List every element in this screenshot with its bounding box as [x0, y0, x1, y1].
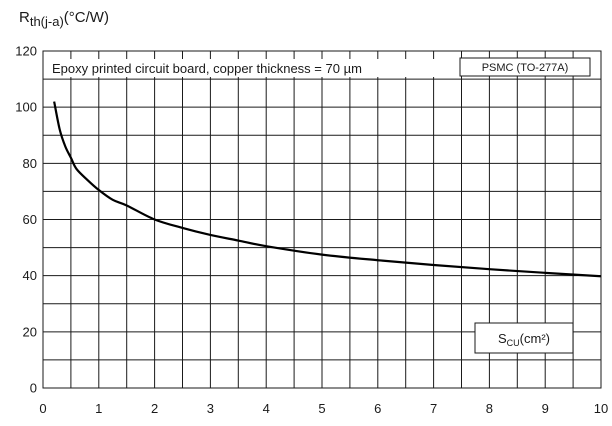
- x-tick-label: 7: [430, 401, 437, 416]
- x-tick-label: 9: [542, 401, 549, 416]
- x-tick-label: 2: [151, 401, 158, 416]
- x-tick-label: 10: [594, 401, 608, 416]
- x-tick-label: 4: [263, 401, 270, 416]
- annotation-main-box: [48, 59, 455, 77]
- y-tick-label: 100: [15, 100, 37, 115]
- x-tick-label: 5: [318, 401, 325, 416]
- annotation-main: Epoxy printed circuit board, copper thic…: [52, 61, 362, 76]
- y-axis-label-sub: th(j-a): [30, 14, 64, 29]
- x-axis-label-main: S: [498, 331, 507, 346]
- y-tick-label: 0: [30, 381, 37, 396]
- y-tick-label: 40: [23, 268, 37, 283]
- annotation-package-box: [459, 57, 591, 77]
- y-axis-label-main: R: [19, 9, 30, 26]
- y-tick-labels: 0 20 40 60 80 100 120: [15, 44, 37, 396]
- x-axis-label-unit: (cm²): [520, 331, 550, 346]
- y-tick-label: 60: [23, 212, 37, 227]
- y-axis-label-unit: (°C/W): [64, 9, 109, 26]
- x-tick-label: 1: [95, 401, 102, 416]
- grid: [43, 51, 601, 388]
- x-axis-label-box: [474, 322, 574, 354]
- y-axis-label: Rth(j-a)(°C/W): [19, 9, 109, 29]
- series-line: [53, 101, 602, 278]
- plot-frame: [42, 50, 602, 389]
- x-tick-label: 3: [207, 401, 214, 416]
- x-axis-label-sub: CU: [507, 338, 520, 348]
- x-tick-label: 8: [486, 401, 493, 416]
- y-tick-label: 80: [23, 156, 37, 171]
- y-tick-label: 20: [23, 324, 37, 339]
- x-tick-label: 0: [39, 401, 46, 416]
- annotation-package: PSMC (TO-277A): [482, 62, 569, 74]
- x-tick-labels: 0 1 2 3 4 5 6 7 8 9 10: [39, 401, 608, 416]
- x-axis-label: SCU(cm²): [498, 331, 550, 348]
- x-tick-label: 6: [374, 401, 381, 416]
- y-tick-label: 120: [15, 44, 37, 59]
